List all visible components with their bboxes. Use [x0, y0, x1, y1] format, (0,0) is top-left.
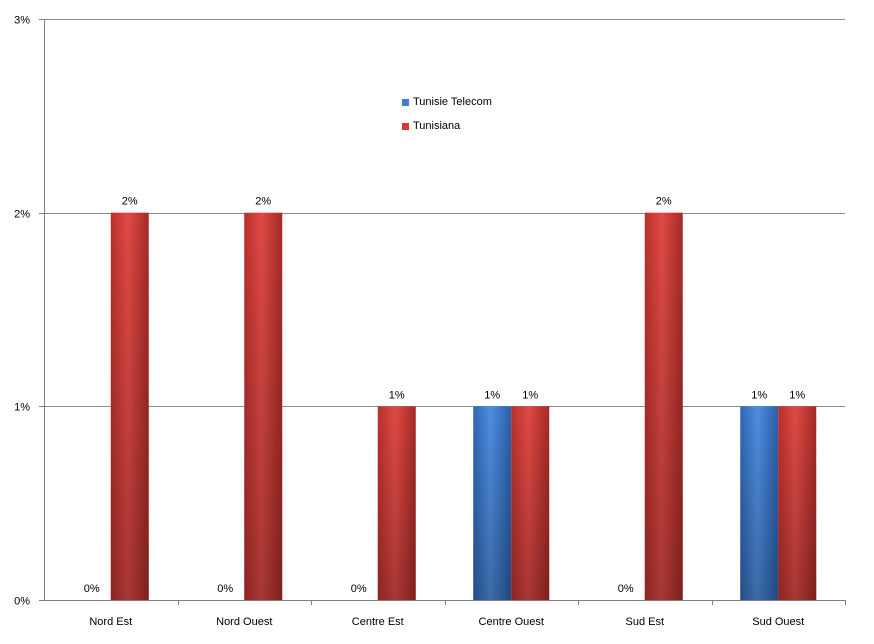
x-tick-label: Sud Est: [625, 616, 664, 628]
x-tick-label: Centre Ouest: [479, 616, 544, 628]
y-tick-label: 3%: [14, 15, 30, 27]
data-label-tunisiana: 2%: [656, 196, 672, 208]
data-label-tunisiana: 2%: [255, 196, 271, 208]
bar-shading: [778, 406, 817, 600]
x-tick-label: Centre Est: [352, 616, 404, 628]
bars: [110, 212, 817, 600]
y-tick-label: 0%: [14, 596, 30, 608]
data-label-tunisie-telecom: 0%: [618, 583, 634, 595]
bar-shading: [377, 406, 416, 600]
bar-shading: [740, 406, 779, 600]
bar-shading: [511, 406, 550, 600]
legend-label-tunisiana: Tunisiana: [413, 120, 461, 132]
legend-item-tunisiana: Tunisiana: [402, 120, 492, 132]
bar-shading: [644, 212, 683, 600]
y-tick-label: 2%: [14, 209, 30, 221]
gridlines: [44, 19, 845, 407]
data-label-tunisiana: 1%: [389, 389, 405, 401]
data-label-tunisie-telecom: 0%: [217, 583, 233, 595]
x-tick-label: Nord Est: [89, 616, 132, 628]
x-tick-label: Sud Ouest: [752, 616, 804, 628]
data-label-tunisiana: 1%: [522, 389, 538, 401]
x-tick-label: Nord Ouest: [216, 616, 272, 628]
bar-shading: [110, 212, 149, 600]
data-label-tunisie-telecom: 0%: [84, 583, 100, 595]
bar-shading: [244, 212, 283, 600]
data-label-tunisie-telecom: 1%: [484, 389, 500, 401]
legend-item-tunisie-telecom: Tunisie Telecom: [402, 96, 492, 108]
legend-swatch-tunisie-telecom: [402, 98, 409, 106]
data-label-tunisiana: 2%: [122, 196, 138, 208]
labels: 0% 1% 2% 3% Nord Est Nord Ouest Centre Est Cent…: [14, 15, 805, 629]
bar-shading: [473, 406, 512, 600]
legend-swatch-tunisiana: [402, 122, 409, 130]
legend-label-tunisie-telecom: Tunisie Telecom: [413, 96, 492, 108]
data-label-tunisie-telecom: 0%: [351, 583, 367, 595]
y-tick-label: 1%: [14, 402, 30, 414]
axes: [39, 19, 846, 605]
data-label-tunisie-telecom: 1%: [751, 389, 767, 401]
legend: Tunisie Telecom Tunisiana: [402, 96, 492, 144]
data-label-tunisiana: 1%: [789, 389, 805, 401]
